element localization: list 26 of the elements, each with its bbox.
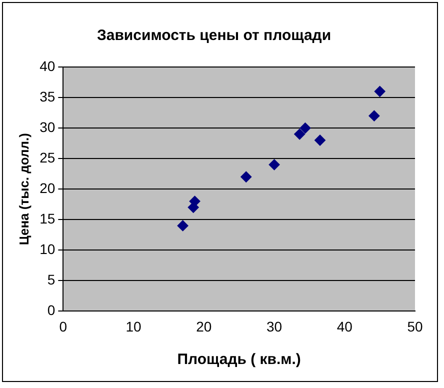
y-axis-title: Цена (тыс. долл.) [16, 133, 32, 246]
y-tick-label: 30 [40, 118, 56, 135]
y-tick-label: 25 [40, 149, 56, 166]
x-tick-label: 50 [407, 318, 423, 334]
y-tick-label: 20 [40, 180, 56, 196]
point [240, 171, 252, 182]
point [177, 220, 188, 232]
point [314, 134, 326, 146]
y-tick-label: 10 [40, 241, 56, 258]
point [368, 110, 380, 122]
y-tick-label: 5 [47, 272, 56, 288]
point [294, 128, 306, 140]
point [374, 86, 386, 97]
point [268, 159, 280, 170]
x-tick-label: 10 [126, 318, 142, 334]
y-tick-label: 40 [40, 58, 56, 74]
x-tick-label: 30 [266, 318, 282, 334]
y-tick-label: 35 [40, 88, 56, 104]
x-tick-label: 20 [196, 318, 212, 334]
x-tick-label: 0 [59, 318, 68, 334]
x-axis-title: Площадь ( кв.м.) [177, 351, 301, 368]
point [300, 122, 311, 134]
x-tick-label: 40 [336, 318, 353, 334]
y-tick-label: 0 [47, 302, 56, 318]
chart-title: Зависимость цены от площади [96, 27, 332, 44]
y-tick-label: 15 [40, 210, 56, 226]
